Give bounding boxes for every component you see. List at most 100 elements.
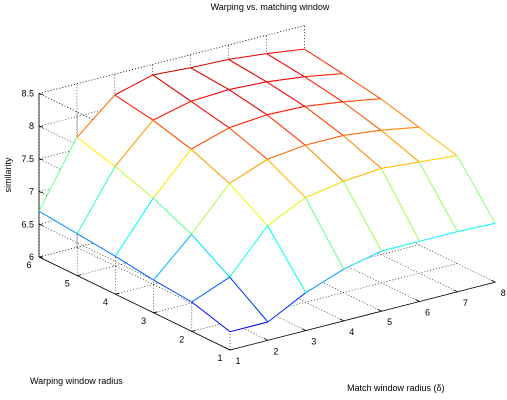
y-tick-label: 6: [26, 260, 31, 270]
y-axis-label: Warping window radius: [30, 376, 123, 386]
surface-face: [267, 106, 344, 146]
mesh-edge: [456, 155, 496, 224]
mesh-edge: [418, 126, 458, 157]
surface-face: [153, 234, 230, 302]
mesh-edge: [304, 101, 343, 107]
mesh-edge: [266, 81, 306, 107]
mesh-edge: [114, 94, 154, 121]
x-tick: [263, 337, 269, 341]
y-axis-line: [38, 256, 231, 351]
z-tick: [38, 93, 44, 95]
surface-face: [114, 74, 191, 121]
mesh-edge: [228, 53, 267, 60]
mesh-edge: [114, 74, 153, 96]
surface-face: [76, 95, 153, 167]
y-tick: [115, 292, 120, 295]
mesh-edge: [342, 98, 381, 103]
mesh-edge: [419, 231, 458, 242]
mesh-edge: [267, 197, 306, 227]
mesh-edge: [380, 98, 420, 128]
mesh-edge: [76, 94, 116, 138]
z-tick: [38, 191, 44, 193]
surface-face: [304, 101, 381, 136]
mesh-edge: [190, 58, 229, 69]
surface-face: [191, 127, 268, 184]
mesh-edge: [305, 135, 344, 146]
mesh-edge: [457, 222, 496, 233]
mesh-edge: [267, 144, 306, 160]
mesh-edge: [229, 225, 269, 278]
mesh-edge: [305, 180, 344, 199]
mesh-edge: [228, 114, 268, 129]
surface-face: [228, 81, 305, 115]
x-tick: [453, 289, 458, 293]
mesh-edge: [191, 234, 231, 278]
mesh-edge: [228, 81, 267, 91]
surface-face: [229, 225, 306, 322]
mesh-edge: [153, 279, 193, 303]
surface-face: [39, 137, 116, 234]
mesh-edge: [114, 119, 154, 167]
y-tick-label: 3: [141, 316, 146, 326]
surface-face: [153, 101, 230, 150]
mesh-edge: [343, 167, 382, 182]
x-tick: [339, 318, 344, 322]
mesh-edge: [114, 197, 154, 257]
mesh-edge: [228, 58, 267, 83]
mesh-edge: [228, 89, 268, 116]
mesh-edge: [228, 127, 268, 160]
mesh-edge: [152, 119, 192, 150]
mesh-edge: [343, 129, 382, 136]
mesh-edge: [152, 148, 192, 199]
surface-mesh: [38, 48, 496, 333]
surface-face: [229, 114, 306, 160]
z-tick-label: 8.5: [21, 89, 34, 99]
mesh-edge: [190, 100, 230, 129]
x-tick-label: 8: [501, 288, 506, 298]
mesh-edge: [304, 48, 343, 75]
box-edge: [38, 93, 231, 187]
surface-face: [305, 135, 382, 182]
mesh-edge: [76, 233, 116, 257]
box-edge: [38, 25, 305, 94]
mesh-edge: [343, 250, 382, 270]
y-tick-label: 1: [217, 353, 222, 363]
x-tick-label: 7: [463, 298, 468, 308]
z-tick: [38, 223, 44, 226]
y-tick-label: 4: [103, 297, 108, 307]
x-tick-label: 4: [349, 327, 354, 337]
x-axis-line: [229, 281, 496, 351]
mesh-edge: [266, 53, 305, 78]
mesh-edge: [229, 321, 269, 333]
x-tick-label: 6: [425, 308, 430, 318]
mesh-edge: [190, 67, 230, 91]
mesh-edge: [229, 158, 268, 184]
surface-face: [115, 198, 192, 281]
mesh-edge: [152, 74, 192, 102]
mesh-edge: [267, 225, 307, 293]
mesh-edge: [38, 210, 78, 235]
z-tick: [38, 125, 44, 128]
y-tick-label: 5: [65, 279, 70, 289]
x-tick: [225, 347, 231, 351]
mesh-edge: [190, 89, 229, 102]
mesh-edge: [342, 135, 382, 169]
surface-face: [342, 98, 419, 131]
y-tick: [77, 274, 82, 276]
surface-face: [190, 89, 267, 128]
x-tick: [491, 279, 496, 283]
z-tick-label: 6: [29, 252, 34, 262]
mesh-edge: [38, 137, 78, 212]
z-tick: [38, 256, 44, 259]
surface-face: [191, 277, 268, 332]
surface-face: [228, 53, 305, 82]
x-tick-label: 2: [273, 346, 278, 356]
x-tick: [377, 308, 382, 312]
mesh-edge: [266, 159, 306, 199]
mesh-edge: [76, 137, 116, 167]
z-tick-label: 7: [29, 187, 34, 197]
x-tick-label: 5: [387, 317, 392, 327]
mesh-edge: [304, 76, 344, 103]
x-tick-label: 3: [311, 337, 316, 347]
